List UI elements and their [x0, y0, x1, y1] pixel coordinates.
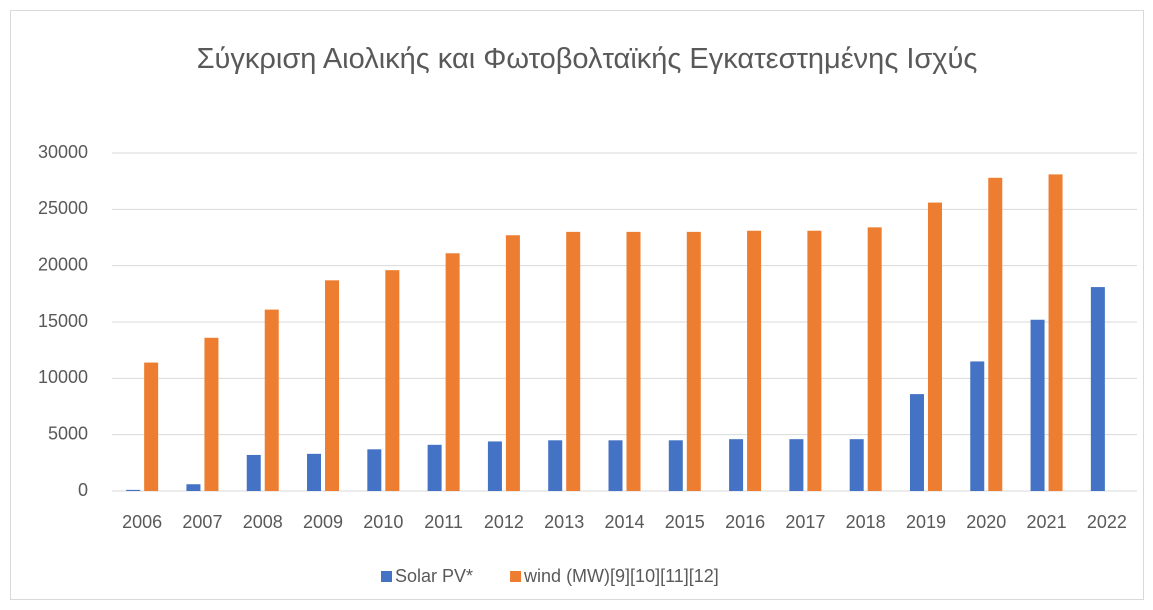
- x-tick-label: 2013: [544, 512, 584, 532]
- bar: [144, 362, 159, 491]
- y-tick-label: 20000: [38, 254, 88, 274]
- bar: [325, 280, 340, 491]
- bar: [566, 231, 581, 491]
- y-tick-label: 0: [78, 480, 88, 500]
- bar: [626, 231, 641, 491]
- x-tick-label: 2010: [363, 512, 403, 532]
- bar: [367, 449, 382, 491]
- bar: [186, 484, 201, 491]
- x-tick-label: 2006: [122, 512, 162, 532]
- x-tick-label: 2012: [484, 512, 524, 532]
- bar: [264, 309, 279, 491]
- x-tick-label: 2007: [182, 512, 222, 532]
- bar: [548, 440, 563, 491]
- bar: [988, 177, 1003, 491]
- bar: [668, 440, 683, 491]
- x-tick-label: 2018: [846, 512, 886, 532]
- x-tick-label: 2019: [906, 512, 946, 532]
- bar: [1090, 287, 1105, 491]
- x-tick-label: 2011: [424, 512, 463, 532]
- bar: [807, 230, 822, 492]
- bar: [608, 440, 623, 491]
- y-tick-label: 30000: [38, 142, 88, 162]
- x-tick-label: 2009: [303, 512, 343, 532]
- bar: [729, 439, 744, 491]
- chart-title: Σύγκριση Αιολικής και Φωτοβολταϊκής Εγκα…: [196, 43, 978, 75]
- x-tick-label: 2022: [1087, 512, 1127, 532]
- bar: [867, 227, 882, 492]
- x-tick-label: 2008: [243, 512, 283, 532]
- legend-swatch: [510, 571, 522, 582]
- bar: [686, 231, 701, 491]
- bar: [204, 337, 219, 491]
- x-tick-label: 2017: [785, 512, 825, 532]
- legend-label: wind (MW)[9][10][11][12]: [523, 566, 719, 586]
- x-tick-label: 2020: [966, 512, 1006, 532]
- bar: [505, 235, 520, 491]
- bar: [909, 394, 924, 491]
- x-tick-label: 2016: [725, 512, 765, 532]
- bar: [126, 489, 141, 491]
- bar: [747, 230, 762, 492]
- bar: [1048, 174, 1063, 491]
- bar: [1030, 319, 1045, 491]
- y-tick-label: 10000: [38, 367, 88, 387]
- x-tick-label: 2014: [604, 512, 644, 532]
- bar: [487, 441, 502, 491]
- y-tick-label: 5000: [48, 423, 88, 443]
- x-tick-label: 2021: [1027, 512, 1067, 532]
- bar: [927, 202, 942, 491]
- bar: [789, 439, 804, 491]
- legend-label: Solar PV*: [395, 566, 473, 586]
- bar: [427, 444, 442, 491]
- y-tick-label: 25000: [38, 198, 88, 218]
- y-tick-label: 15000: [38, 311, 88, 331]
- chart-border: [10, 10, 1144, 600]
- bar: [849, 439, 864, 491]
- legend-swatch: [381, 571, 392, 582]
- bar: [246, 454, 261, 491]
- x-tick-label: 2015: [665, 512, 705, 532]
- bar: [970, 361, 985, 491]
- bar: [445, 253, 460, 491]
- bar: [307, 453, 322, 491]
- bar: [385, 270, 400, 491]
